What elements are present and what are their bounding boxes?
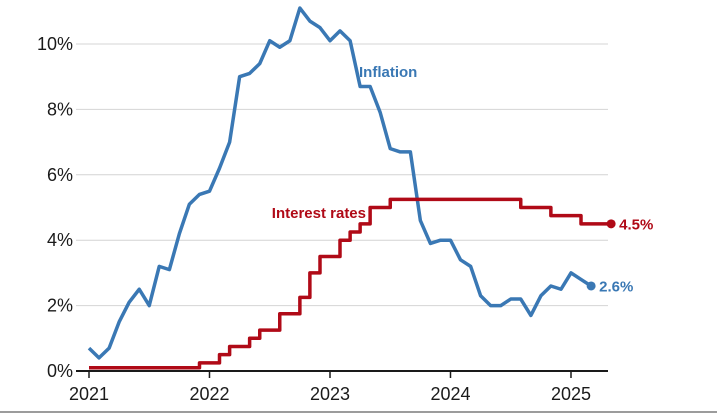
y-tick-label: 8% [47,99,73,119]
gridlines [76,43,608,307]
inflation-end-value: 2.6% [599,278,633,295]
y-tick-label: 0% [47,361,73,381]
inflation-series-label: Inflation [359,64,417,81]
interest-rates-line [89,197,612,370]
series-labels: 2.6% 4.5% Inflation Interest rates [272,64,654,295]
y-axis-tick-labels: 0% 2% 4% 6% 8% 10% [37,34,73,381]
interest-rates-series-label: Interest rates [272,205,366,222]
x-tick-label: 2024 [430,384,470,404]
x-axis: 2021 2022 2023 2024 2025 [0,370,717,413]
x-tick-label: 2022 [189,384,229,404]
x-tick-label: 2025 [551,384,591,404]
inflation-end-point [586,281,596,291]
x-tick-label: 2021 [69,384,109,404]
end-markers [586,219,616,291]
y-tick-label: 10% [37,34,73,54]
inflation-line [87,6,593,360]
interest-rates-end-value: 4.5% [619,216,653,233]
series-lines [87,6,612,370]
y-tick-label: 4% [47,230,73,250]
y-tick-label: 2% [47,296,73,316]
interest-rates-end-point [606,219,616,229]
x-tick-label: 2023 [310,384,350,404]
y-tick-label: 6% [47,165,73,185]
